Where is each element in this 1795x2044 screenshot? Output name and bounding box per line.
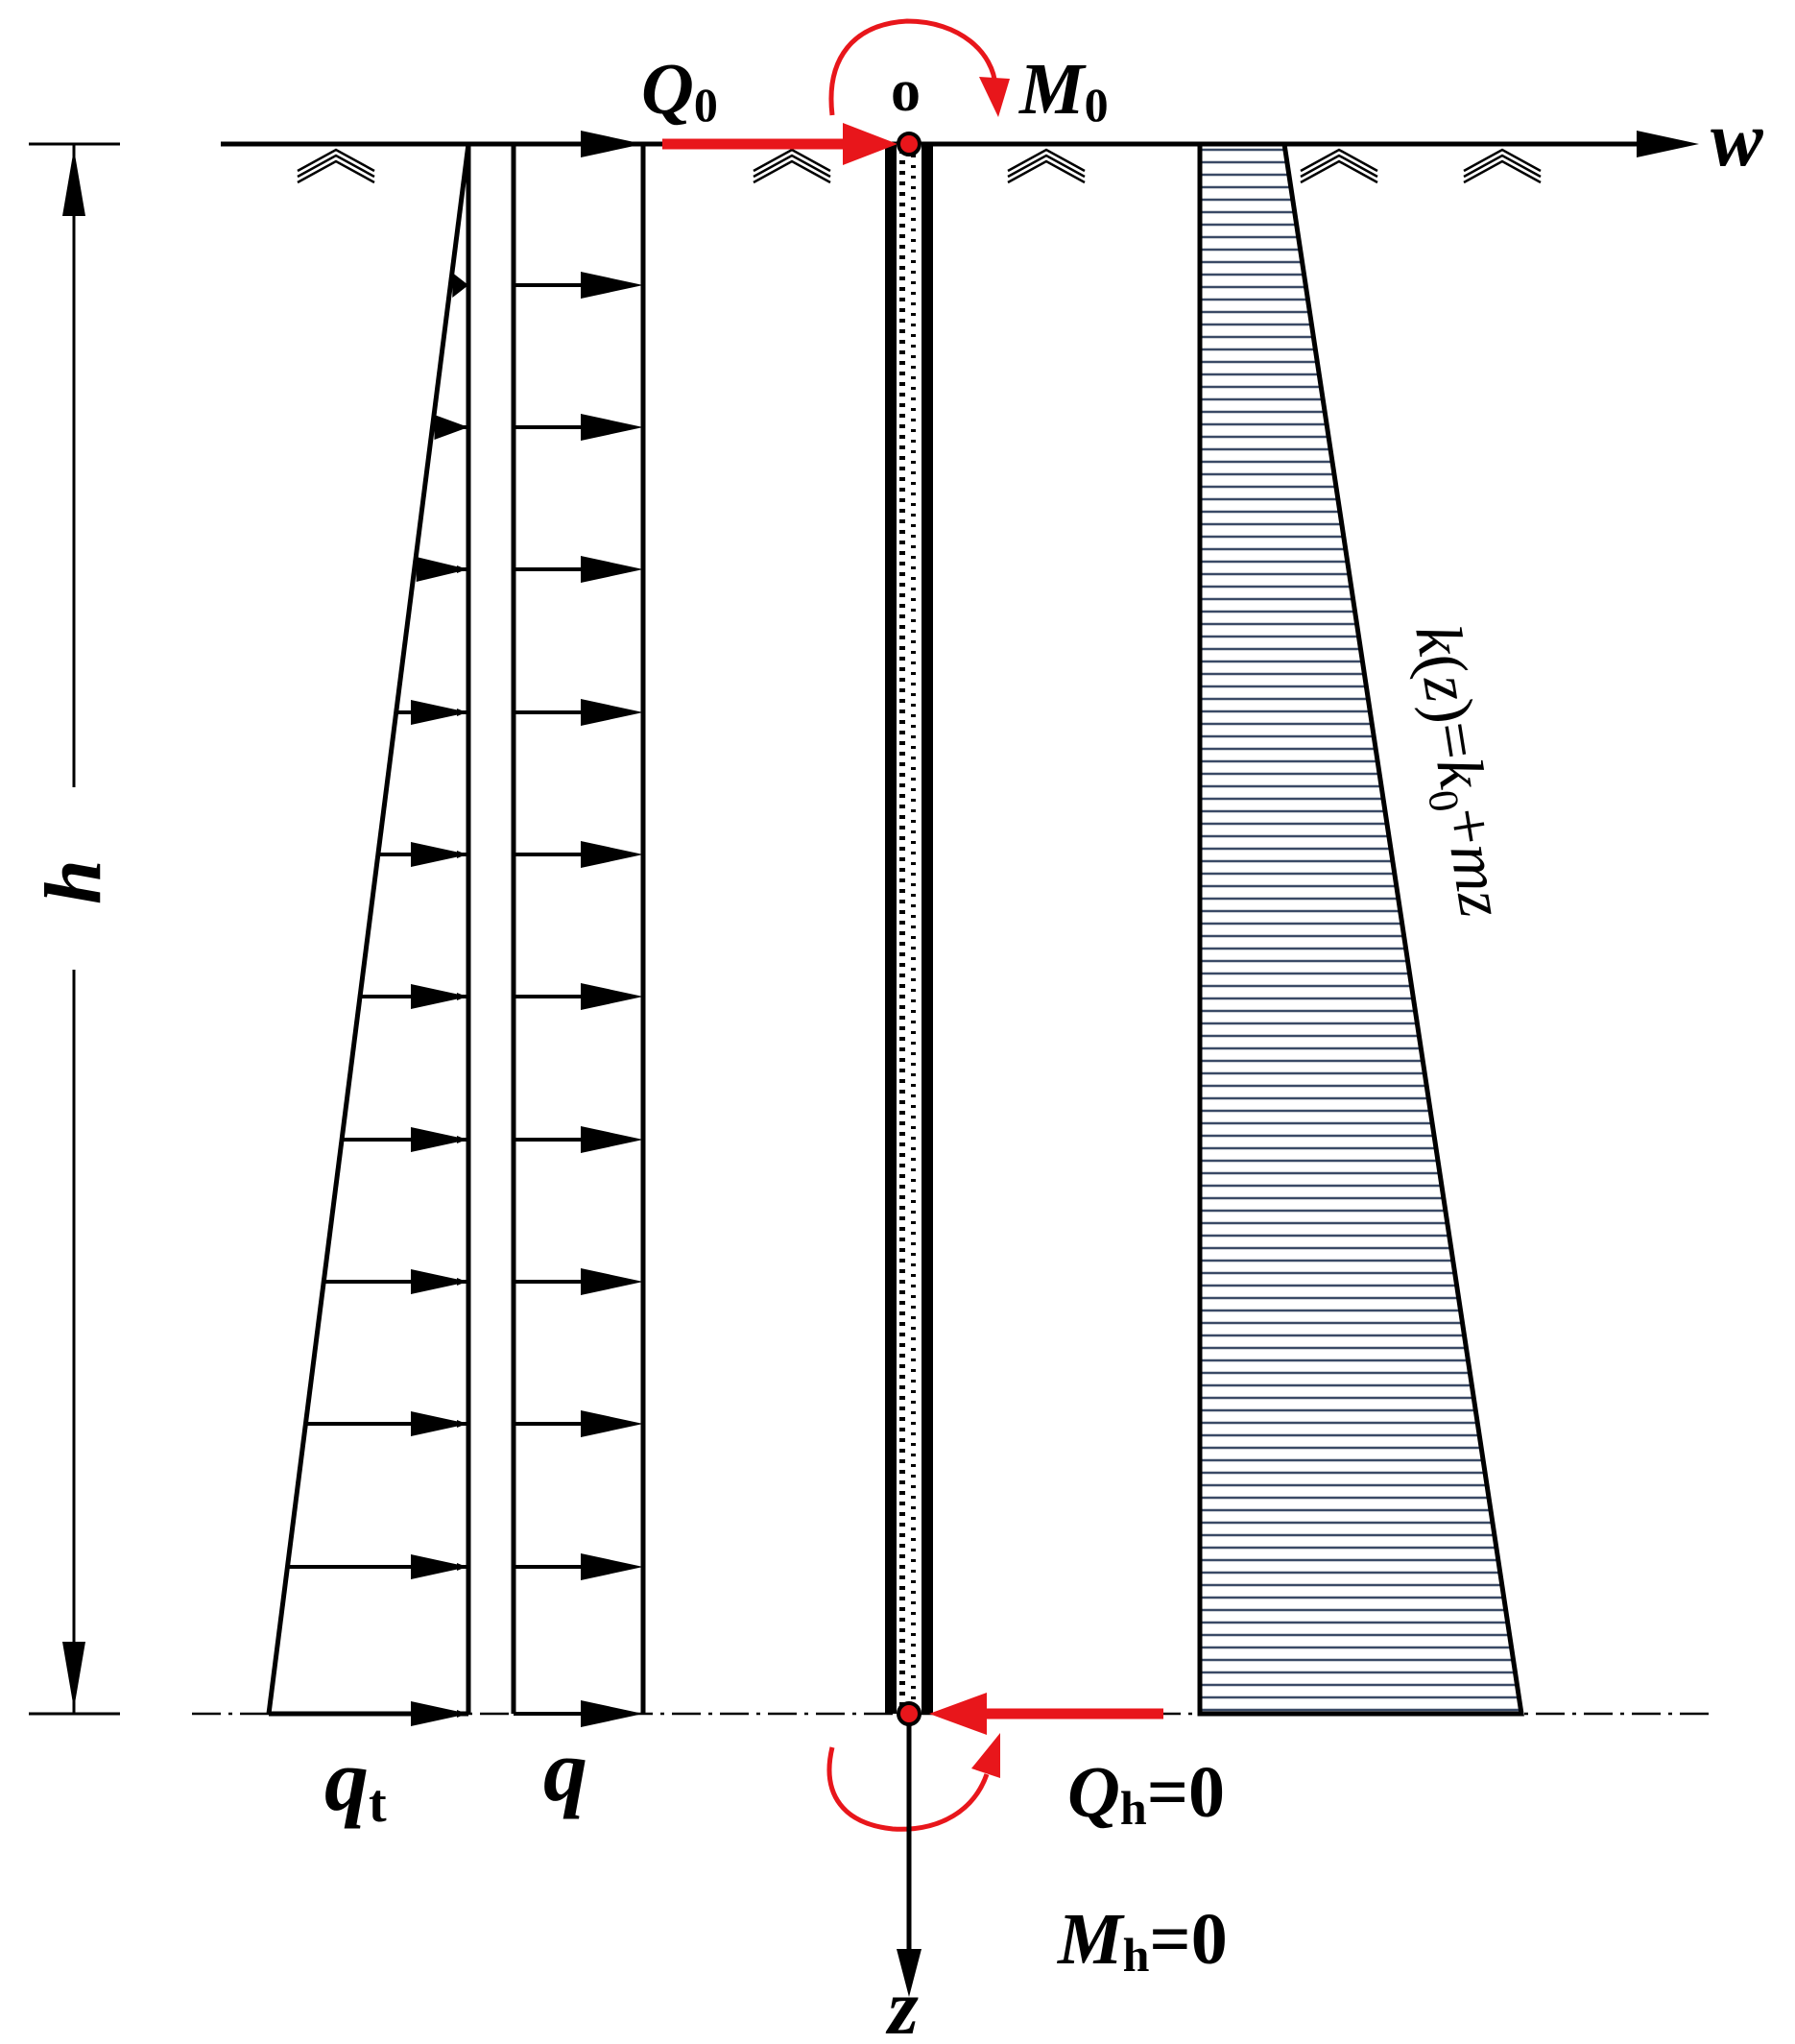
tip-shear-force-arrow xyxy=(929,1693,1163,1735)
origin-label: o xyxy=(891,59,921,124)
ground-surface-symbol xyxy=(297,148,375,184)
tip-moment-arrow xyxy=(826,1733,1000,1832)
pile xyxy=(885,144,933,1714)
ground-surface-symbols xyxy=(297,148,1542,184)
uniform-load-label: q xyxy=(543,1721,587,1819)
subgrade-modulus-label: k(z)=k0+mz xyxy=(1393,619,1520,923)
pile-head-node xyxy=(897,132,921,156)
head-shear-force-arrow xyxy=(662,123,898,165)
head-shear-label: Q0 xyxy=(641,49,718,132)
triangular-load-qt xyxy=(266,143,471,1726)
depth-dimension xyxy=(29,142,120,1716)
ground-surface-symbol xyxy=(1463,148,1542,184)
triangular-load-label: qt xyxy=(324,1731,387,1834)
ground-surface-symbol xyxy=(753,148,831,184)
tip-moment-label: Mh=0 xyxy=(1057,1899,1228,1982)
z-axis-label: z xyxy=(885,1963,919,2039)
depth-label: h xyxy=(29,859,118,904)
ground-surface-symbol xyxy=(1007,148,1086,184)
w-axis-label: w xyxy=(1711,95,1763,182)
head-moment-arrow xyxy=(828,18,1010,117)
w-axis-arrowhead xyxy=(1637,131,1699,157)
subgrade-reaction-profile xyxy=(1197,141,1524,1717)
pile-tip-node xyxy=(897,1701,921,1726)
tip-shear-label: Qh=0 xyxy=(1067,1752,1225,1835)
ground-surface-symbol xyxy=(1300,148,1378,184)
head-moment-label: M0 xyxy=(1018,49,1109,132)
z-axis xyxy=(897,1723,921,1997)
uniform-load-q xyxy=(511,131,646,1727)
